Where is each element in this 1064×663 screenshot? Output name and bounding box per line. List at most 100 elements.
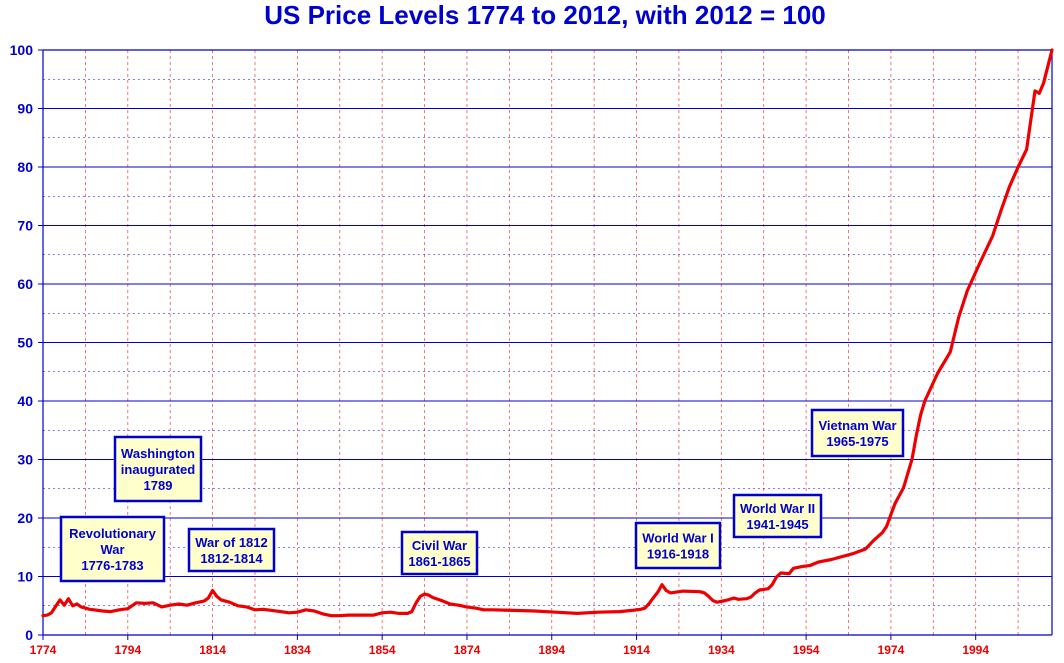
data-point: [92, 608, 96, 612]
data-point: [88, 608, 91, 611]
data-point: [1008, 185, 1011, 188]
data-point: [851, 552, 854, 555]
annotation-label: 1789: [144, 478, 173, 493]
data-point: [219, 598, 223, 602]
data-point: [749, 595, 753, 599]
data-point: [1050, 48, 1054, 52]
annotation-frame: [59, 515, 166, 583]
data-point: [660, 583, 664, 586]
annotation-label: 1941-1945: [746, 517, 808, 532]
data-point: [101, 609, 104, 613]
data-point: [236, 604, 240, 607]
data-point: [656, 591, 659, 594]
annotation-label: 1812-1814: [200, 551, 263, 566]
y-tick-label: 60: [17, 276, 33, 292]
data-point: [698, 590, 702, 593]
y-tick-label: 0: [25, 627, 33, 643]
data-point: [75, 602, 79, 606]
annotation-label: World War I: [642, 531, 714, 546]
annotation-label: 1965-1975: [826, 434, 888, 449]
x-tick-label: 1834: [284, 643, 311, 657]
y-tick-label: 80: [17, 159, 33, 175]
data-point: [431, 596, 435, 599]
y-tick-label: 50: [17, 335, 33, 351]
annotation-label: 1776-1783: [81, 558, 143, 573]
data-point: [703, 591, 706, 595]
series-layer: [41, 48, 1054, 618]
data-point: [423, 592, 426, 596]
data-point: [732, 596, 736, 600]
data-point: [62, 603, 66, 607]
data-point: [669, 591, 672, 595]
data-point: [410, 610, 414, 613]
data-point: [491, 608, 494, 612]
data-point: [779, 571, 782, 575]
y-tick-label: 90: [17, 101, 33, 117]
annotation-label: War: [100, 542, 124, 557]
data-point: [902, 486, 905, 489]
data-point: [338, 614, 341, 617]
data-point: [889, 513, 893, 516]
data-point: [364, 613, 367, 617]
data-point: [211, 589, 214, 592]
data-point: [936, 372, 939, 375]
data-point: [919, 413, 922, 417]
data-point: [864, 547, 867, 551]
data-point: [414, 601, 418, 605]
annotation-label: Civil War: [412, 538, 467, 553]
y-tick-label: 40: [17, 393, 33, 409]
annotation-label: 1916-1918: [647, 547, 709, 562]
data-point: [631, 609, 634, 612]
data-point: [885, 524, 888, 528]
data-point: [194, 601, 197, 605]
data-point: [758, 588, 761, 592]
data-point: [512, 609, 515, 612]
data-point: [389, 610, 392, 614]
data-point: [1025, 148, 1028, 151]
data-point: [766, 587, 770, 590]
data-point: [321, 612, 325, 616]
data-point: [372, 613, 375, 617]
annotation-label: World War II: [740, 501, 815, 516]
price-level-line: [41, 48, 1054, 618]
data-point: [397, 612, 401, 615]
data-point: [58, 598, 62, 602]
data-point: [71, 604, 74, 607]
annotation-label: Washington: [121, 446, 195, 461]
data-point: [800, 565, 804, 568]
tick-labels: 0 10 20 30 40 50 60 70 80 90 100 1774 1794 1814 1834 18…: [10, 42, 990, 657]
y-tick-label: 20: [17, 510, 33, 526]
data-point: [665, 589, 668, 592]
chart-title: US Price Levels 1774 to 2012, with 2012 …: [264, 0, 826, 30]
data-point: [474, 606, 477, 610]
data-point: [639, 608, 642, 611]
data-point: [482, 608, 486, 612]
data-point: [737, 598, 740, 601]
data-point: [84, 606, 87, 610]
data-point: [817, 560, 821, 564]
data-point: [168, 603, 172, 607]
data-point: [118, 608, 121, 612]
data-point: [681, 589, 685, 593]
data-point: [109, 610, 113, 613]
x-tick-label: 1974: [878, 643, 905, 657]
annotation-label: Revolutionary: [69, 526, 156, 541]
data-point: [1042, 82, 1045, 85]
data-point: [915, 434, 918, 437]
data-point: [457, 603, 460, 607]
data-point: [809, 564, 812, 567]
data-point: [50, 611, 53, 614]
data-point: [160, 605, 163, 609]
data-point: [787, 572, 791, 575]
data-point: [999, 209, 1003, 212]
data-point: [745, 597, 748, 600]
y-tick-label: 100: [10, 42, 34, 58]
data-point: [126, 607, 129, 610]
data-point: [724, 599, 727, 602]
y-tick-label: 70: [17, 218, 33, 234]
data-point: [533, 609, 536, 613]
